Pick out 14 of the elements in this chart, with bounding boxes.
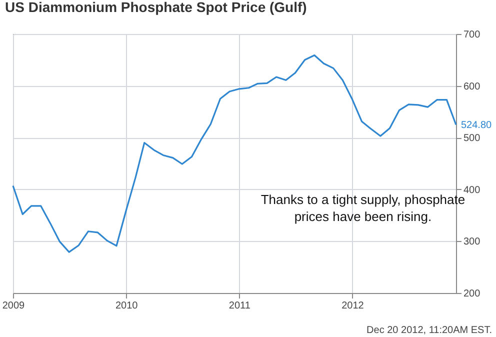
y-tick-label: 500 — [464, 133, 481, 144]
y-tick-label: 200 — [464, 288, 481, 300]
x-tick-label: 2012 — [342, 300, 364, 312]
x-tick-label: 2010 — [115, 300, 138, 312]
x-tick-label: 2009 — [2, 300, 26, 312]
x-tick-label: 2011 — [228, 300, 251, 312]
chart-title: US Diammonium Phosphate Spot Price (Gulf) — [5, 0, 307, 15]
y-tick-label: 300 — [464, 236, 481, 248]
annotation: Thanks to a tight supply, phosphate prices have been rising. — [260, 192, 466, 224]
y-tick-label: 600 — [464, 81, 481, 92]
text: Dec 20 2012, 11:20AM EST. — [366, 325, 492, 336]
y-tick-label: 700 — [464, 30, 481, 40]
data-label: 524.80 — [461, 120, 492, 131]
y-tick-label: 400 — [464, 184, 481, 196]
